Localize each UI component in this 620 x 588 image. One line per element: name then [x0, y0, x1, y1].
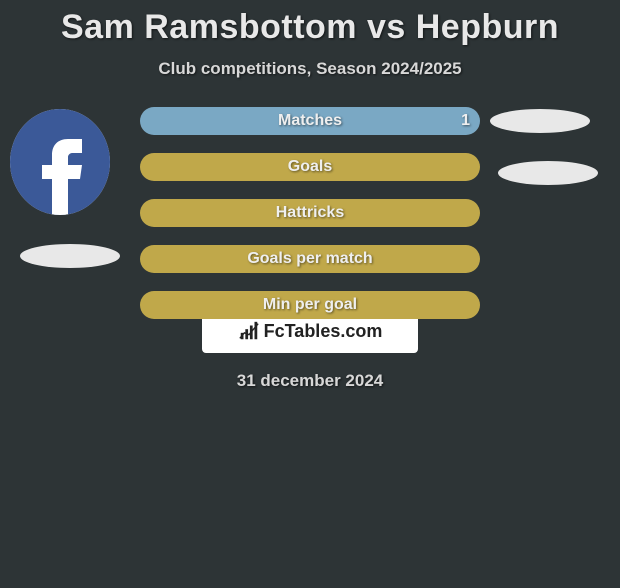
- stat-row-label: Goals per match: [247, 250, 372, 268]
- stat-row: Goals: [140, 153, 480, 181]
- player-right-name-pill-2: [498, 161, 598, 185]
- stat-row-label: Goals: [288, 158, 332, 176]
- player-left-avatar: [10, 109, 110, 215]
- stat-row-label: Matches: [278, 112, 342, 130]
- stat-row-label: Hattricks: [276, 204, 344, 222]
- stat-rows: Matches 1 Goals Hattricks Goals per match Min…: [140, 107, 480, 337]
- player-left-name-pill: [20, 244, 120, 268]
- facebook-placeholder-icon: [10, 109, 110, 215]
- comparison-title: Sam Ramsbottom vs Hepburn: [0, 8, 620, 47]
- stat-row: Matches 1: [140, 107, 480, 135]
- stat-row-label: Min per goal: [263, 296, 357, 314]
- stat-row: Min per goal: [140, 291, 480, 319]
- snapshot-date: 31 december 2024: [0, 371, 620, 391]
- stat-row: Goals per match: [140, 245, 480, 273]
- stat-row: Hattricks: [140, 199, 480, 227]
- stat-row-value-right: 1: [461, 112, 470, 130]
- comparison-subtitle: Club competitions, Season 2024/2025: [0, 59, 620, 79]
- player-right-name-pill-1: [490, 109, 590, 133]
